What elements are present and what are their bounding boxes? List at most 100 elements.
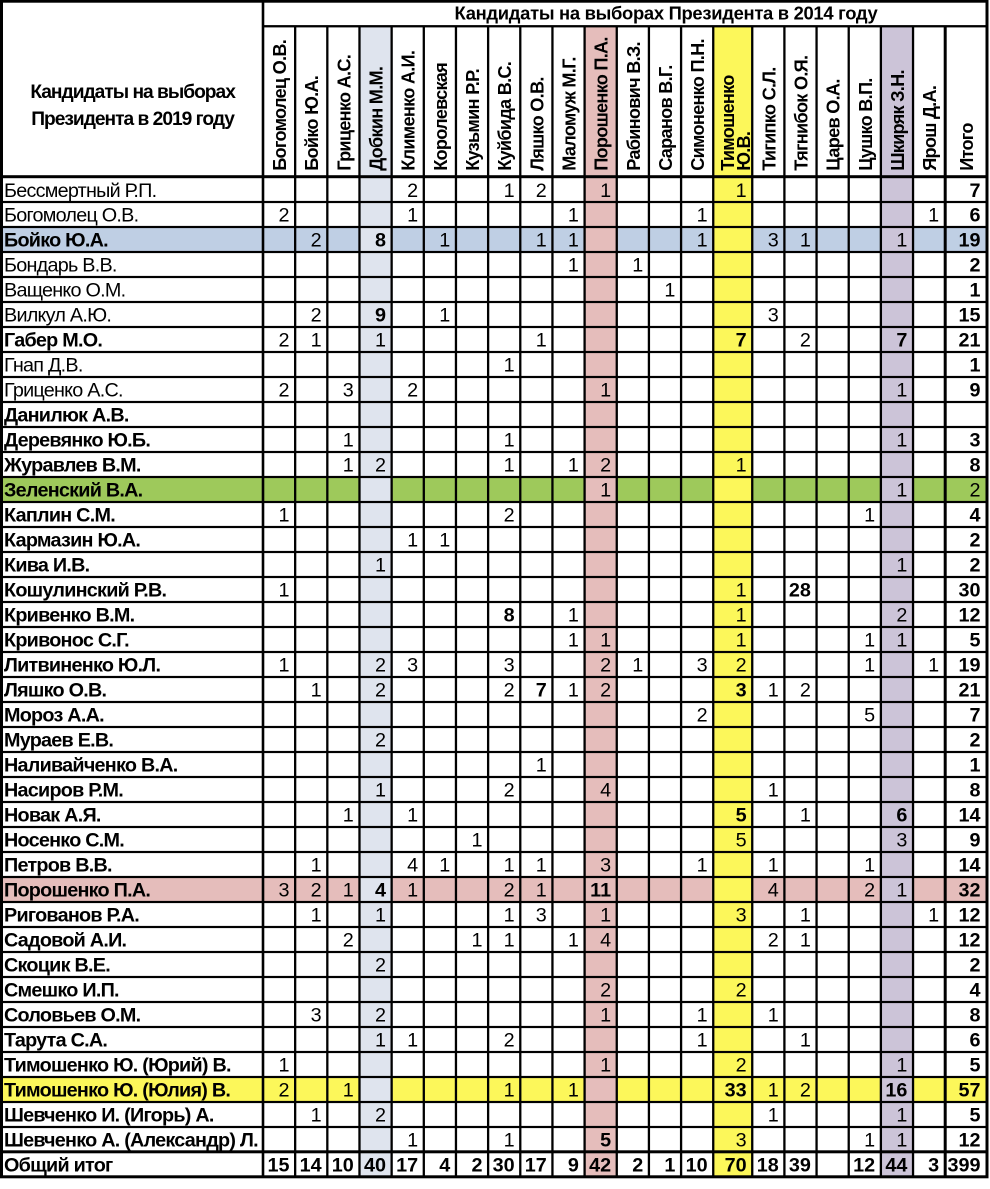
svg-text:1: 1	[504, 905, 515, 927]
svg-text:4: 4	[969, 505, 980, 527]
svg-text:12: 12	[958, 905, 980, 927]
svg-text:1: 1	[568, 630, 579, 652]
svg-text:1: 1	[768, 1105, 779, 1127]
svg-text:1: 1	[504, 855, 515, 877]
svg-text:1: 1	[504, 930, 515, 952]
svg-text:3: 3	[736, 680, 747, 702]
svg-text:30: 30	[493, 1155, 515, 1177]
svg-text:3: 3	[896, 830, 907, 852]
svg-text:3: 3	[768, 230, 779, 252]
svg-text:2: 2	[375, 1105, 386, 1127]
svg-text:1: 1	[439, 855, 450, 877]
svg-text:70: 70	[725, 1155, 747, 1177]
svg-text:Тягнибок О.Я.: Тягнибок О.Я.	[792, 56, 812, 171]
svg-text:Бондарь В.В.: Бондарь В.В.	[4, 255, 117, 277]
svg-text:32: 32	[958, 880, 980, 902]
svg-text:1: 1	[768, 780, 779, 802]
svg-text:Тигипко С.Л.: Тигипко С.Л.	[759, 67, 779, 170]
svg-text:1: 1	[864, 630, 875, 652]
svg-text:44: 44	[885, 1155, 907, 1177]
svg-text:1: 1	[896, 430, 907, 452]
svg-text:57: 57	[958, 1080, 980, 1102]
svg-text:3: 3	[736, 905, 747, 927]
svg-text:1: 1	[439, 230, 450, 252]
svg-text:2: 2	[278, 380, 289, 402]
svg-text:1: 1	[600, 1005, 611, 1027]
svg-text:3: 3	[697, 655, 708, 677]
svg-text:39: 39	[789, 1155, 811, 1177]
svg-text:399: 399	[947, 1155, 980, 1177]
svg-text:1: 1	[311, 330, 322, 352]
svg-text:3: 3	[768, 305, 779, 327]
svg-text:Общий итог: Общий итог	[4, 1155, 113, 1177]
svg-text:14: 14	[958, 855, 980, 877]
svg-text:Зеленский В.А.: Зеленский В.А.	[4, 480, 143, 502]
svg-text:2: 2	[504, 505, 515, 527]
svg-text:1: 1	[768, 1005, 779, 1027]
svg-text:1: 1	[407, 1030, 418, 1052]
svg-text:1: 1	[278, 580, 289, 602]
svg-text:15: 15	[267, 1155, 289, 1177]
svg-text:1: 1	[697, 855, 708, 877]
svg-text:Мороз А.А.: Мороз А.А.	[4, 705, 104, 727]
svg-text:1: 1	[311, 680, 322, 702]
svg-text:1: 1	[343, 805, 354, 827]
svg-text:4: 4	[407, 855, 418, 877]
svg-text:Журавлев В.М.: Журавлев В.М.	[3, 455, 141, 477]
svg-text:1: 1	[375, 780, 386, 802]
svg-text:Кандидаты на выборах: Кандидаты на выборах	[30, 82, 236, 103]
svg-text:1: 1	[864, 655, 875, 677]
svg-text:2: 2	[375, 730, 386, 752]
svg-text:Кривенко В.М.: Кривенко В.М.	[4, 605, 135, 627]
svg-text:Новак А.Я.: Новак А.Я.	[4, 805, 101, 827]
svg-text:1: 1	[664, 1155, 675, 1177]
svg-text:2: 2	[471, 1155, 482, 1177]
svg-text:1: 1	[568, 1080, 579, 1102]
svg-text:Тимошенко Ю. (Юлия) В.: Тимошенко Ю. (Юлия) В.	[4, 1080, 230, 1102]
svg-text:2: 2	[969, 530, 980, 552]
svg-text:1: 1	[896, 1105, 907, 1127]
svg-text:Бойко Ю.А.: Бойко Ю.А.	[4, 230, 108, 252]
svg-text:1: 1	[697, 1005, 708, 1027]
svg-text:1: 1	[896, 1129, 907, 1151]
svg-text:1: 1	[504, 430, 515, 452]
svg-text:1: 1	[800, 805, 811, 827]
svg-text:2: 2	[600, 680, 611, 702]
svg-text:1: 1	[736, 580, 747, 602]
svg-text:Президента в 2019 году: Президента в 2019 году	[31, 109, 235, 130]
svg-text:2: 2	[278, 330, 289, 352]
svg-text:1: 1	[278, 1055, 289, 1077]
svg-text:Соловьев О.М.: Соловьев О.М.	[4, 1005, 141, 1027]
svg-text:10: 10	[686, 1155, 708, 1177]
svg-text:1: 1	[864, 855, 875, 877]
svg-text:Тарута С.А.: Тарута С.А.	[4, 1030, 107, 1052]
svg-text:3: 3	[969, 430, 980, 452]
svg-text:2: 2	[407, 380, 418, 402]
svg-text:1: 1	[697, 230, 708, 252]
svg-text:2: 2	[768, 930, 779, 952]
svg-text:1: 1	[504, 455, 515, 477]
svg-text:5: 5	[600, 1129, 611, 1151]
svg-text:8: 8	[969, 455, 980, 477]
svg-text:1: 1	[504, 180, 515, 202]
svg-text:2: 2	[600, 655, 611, 677]
svg-text:Богомолец О.В.: Богомолец О.В.	[4, 205, 138, 227]
svg-text:14: 14	[300, 1155, 322, 1177]
svg-text:Смешко И.П.: Смешко И.П.	[4, 980, 119, 1002]
svg-text:1: 1	[343, 1080, 354, 1102]
svg-text:2: 2	[896, 605, 907, 627]
svg-text:21: 21	[958, 330, 980, 352]
svg-text:1: 1	[407, 530, 418, 552]
svg-text:1: 1	[600, 630, 611, 652]
svg-text:Тимошенко Ю. (Юрий) В.: Тимошенко Ю. (Юрий) В.	[4, 1055, 231, 1077]
svg-text:Ляшко О.В.: Ляшко О.В.	[527, 77, 547, 170]
svg-text:8: 8	[969, 1005, 980, 1027]
svg-text:1: 1	[697, 205, 708, 227]
svg-text:8: 8	[504, 605, 515, 627]
svg-text:Ю.В.: Ю.В.	[734, 132, 754, 171]
svg-text:2: 2	[800, 680, 811, 702]
svg-text:1: 1	[375, 555, 386, 577]
svg-text:9: 9	[568, 1155, 579, 1177]
svg-text:5: 5	[969, 1055, 980, 1077]
svg-text:2: 2	[278, 205, 289, 227]
